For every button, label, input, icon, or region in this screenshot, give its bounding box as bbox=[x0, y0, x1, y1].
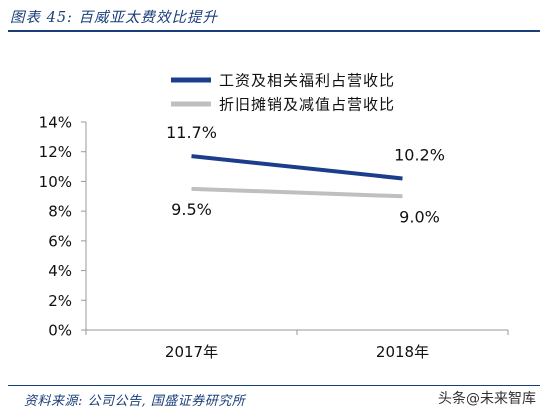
x-tick-label: 2017年 bbox=[165, 343, 218, 361]
figure-title: 图表 45: 百威亚太费效比提升 bbox=[10, 10, 219, 26]
series-line bbox=[191, 154, 403, 181]
chart-series bbox=[191, 154, 403, 199]
watermark: 头条@未来智库 bbox=[438, 391, 536, 407]
legend-label: 工资及相关福利占营收比 bbox=[219, 72, 395, 90]
x-tick-label: 2018年 bbox=[376, 343, 429, 361]
series-line bbox=[191, 186, 403, 199]
y-tick-label: 12% bbox=[39, 143, 72, 161]
data-label: 11.7% bbox=[166, 123, 217, 142]
data-label: 10.2% bbox=[394, 145, 445, 164]
footer-divider bbox=[8, 385, 540, 386]
source-note: 资料来源: 公司公告, 国盛证券研究所 bbox=[24, 394, 246, 409]
y-tick-label: 10% bbox=[39, 173, 72, 191]
y-tick-label: 2% bbox=[48, 292, 72, 310]
title-divider bbox=[8, 30, 540, 32]
y-tick-label: 6% bbox=[48, 232, 72, 250]
legend-label: 折旧摊销及减值占营收比 bbox=[219, 96, 395, 114]
chart-axes: 0% 2% 4% 6% 8% 10% 12% 14% 2017年 2018年 bbox=[39, 114, 509, 361]
y-tick-label: 0% bbox=[48, 322, 72, 340]
y-tick-label: 8% bbox=[48, 203, 72, 221]
data-labels: 11.7% 10.2% 9.5% 9.0% bbox=[166, 123, 445, 226]
data-label: 9.0% bbox=[399, 207, 440, 226]
y-tick-label: 4% bbox=[48, 262, 72, 280]
data-label: 9.5% bbox=[171, 200, 212, 219]
y-tick-label: 14% bbox=[39, 114, 72, 132]
